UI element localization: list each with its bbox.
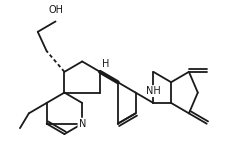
Text: NH: NH <box>146 86 161 96</box>
Text: N: N <box>78 119 86 129</box>
Text: OH: OH <box>48 5 63 15</box>
Text: H: H <box>102 59 110 69</box>
